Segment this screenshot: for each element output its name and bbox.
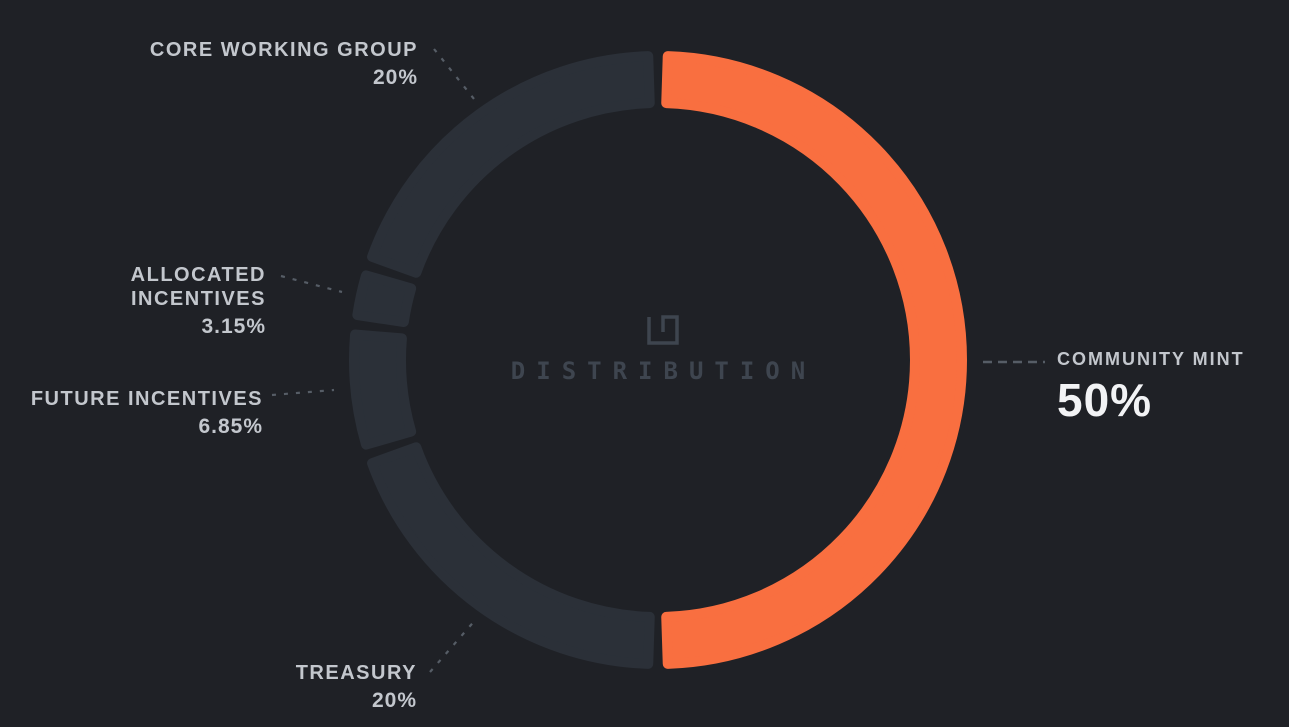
callout-treasury: TREASURY 20% [296,661,417,713]
donut-segment-allocated-incentives [352,270,417,328]
callout-core-working-group: CORE WORKING GROUP 20% [150,38,418,90]
callout-future-incentives: FUTURE INCENTIVES 6.85% [31,387,263,439]
segment-label-community-mint: COMMUNITY MINT [1057,349,1245,369]
maze-square-logo-icon [647,315,679,345]
segment-value-allocated-incentives: 3.15% [201,315,266,338]
callout-allocated-incentives: ALLOCATED INCENTIVES 3.15% [106,263,266,339]
donut-ring [349,51,967,669]
segment-value-future-incentives: 6.85% [198,415,263,438]
segment-label-allocated-incentives: ALLOCATED INCENTIVES [130,264,266,310]
segment-value-community-mint: 50% [1057,373,1153,426]
segment-label-core-working-group: CORE WORKING GROUP [149,39,418,61]
segment-label-treasury: TREASURY [295,662,417,684]
segment-label-future-incentives: FUTURE INCENTIVES [30,388,263,410]
segment-value-treasury: 20% [371,689,417,712]
chart-center-title: DISTRIBUTION [510,357,817,385]
callout-community-mint: COMMUNITY MINT 50% [1057,349,1245,425]
donut-segment-future-incentives [349,329,417,450]
donut-segment-community-mint [661,51,967,669]
leader-line-treasury [429,617,478,673]
donut-segment-core-working-group [367,51,655,278]
leader-line-core-working-group [433,48,475,100]
leader-line-future-incentives [271,388,335,397]
donut-segment-treasury [367,442,655,669]
leader-line-allocated-incentives [280,274,343,294]
segment-value-core-working-group: 20% [372,66,418,89]
